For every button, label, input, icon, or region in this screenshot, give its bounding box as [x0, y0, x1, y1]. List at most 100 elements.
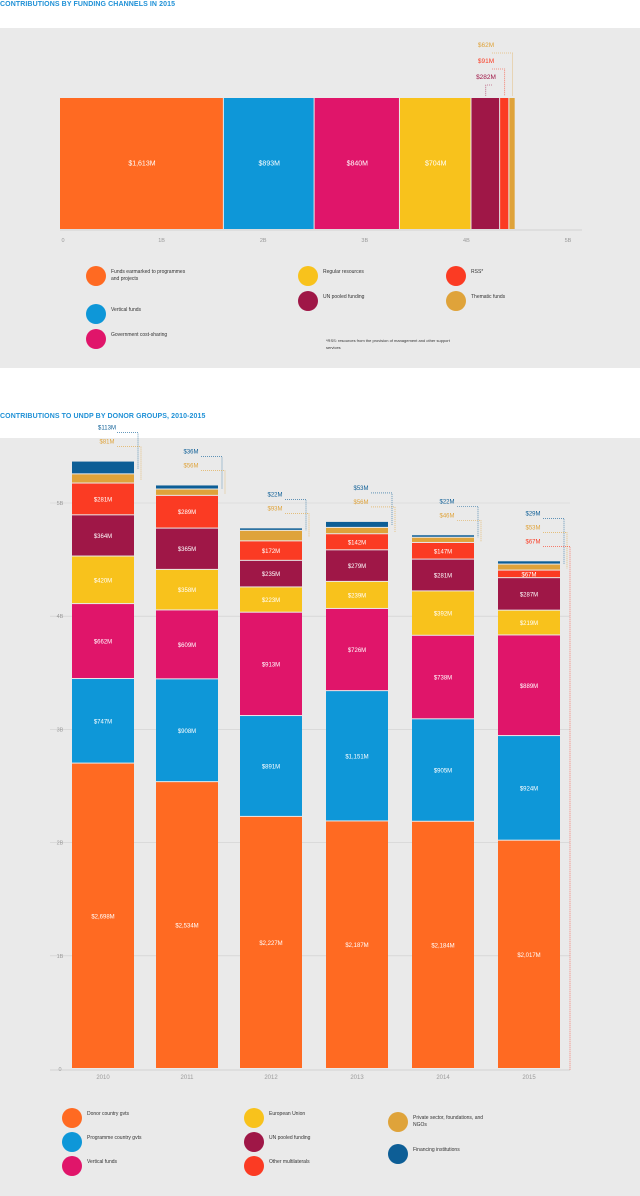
leader-line [201, 456, 223, 489]
legend-label: European Union [269, 1111, 306, 1117]
legend-label: Funds earmarked to programmes and projec… [111, 269, 186, 282]
segment-label: $53M [525, 525, 540, 531]
bar-segment [156, 528, 218, 569]
segment-label: $67M [521, 573, 536, 579]
x-tick-label: 2011 [181, 1075, 195, 1081]
legend-swatch [298, 291, 318, 311]
leader-line [457, 505, 479, 538]
segment-label: $364M [94, 534, 112, 540]
segment-label: $81M [99, 440, 114, 446]
segment-label: $46M [439, 513, 454, 519]
x-tick-label: 0 [61, 238, 64, 244]
bar-segment [498, 564, 560, 570]
x-tick-label: 2012 [264, 1075, 278, 1081]
x-tick-label: 2015 [522, 1075, 536, 1081]
bar-segment [240, 528, 302, 530]
section1-title: CONTRIBUTIONS BY FUNDING CHANNELS IN 201… [0, 1, 176, 8]
legend-label: UN pooled funding [323, 294, 365, 300]
segment-label: $287M [520, 592, 538, 598]
segment-label: $913M [262, 662, 280, 668]
legend-swatch [86, 304, 106, 324]
segment-label: $56M [183, 463, 198, 469]
bar-segment [412, 537, 474, 542]
legend-label: Thematic funds [471, 294, 506, 300]
bar-segment [326, 534, 388, 550]
segment-label: $924M [520, 786, 538, 792]
segment-label: $662M [94, 640, 112, 646]
bar-segment [412, 821, 474, 1068]
legend-swatch [244, 1132, 264, 1152]
segment-label: $282M [476, 74, 496, 81]
segment-label: $2,534M [175, 924, 198, 930]
bar-segment [326, 691, 388, 821]
legend-item: Financing institutions [388, 1144, 493, 1164]
y-tick-label: 4B [57, 614, 64, 620]
bar-segment [156, 489, 218, 495]
legend-swatch [446, 266, 466, 286]
segment-label: $358M [178, 588, 196, 594]
legend-item: Vertical funds [62, 1156, 167, 1176]
segment-label: $53M [353, 486, 368, 492]
bar-segment [72, 679, 134, 763]
legend-item: Private sector, foundations, and NGOs [388, 1112, 493, 1132]
legend-swatch [388, 1112, 408, 1132]
segment-label: $609M [178, 643, 196, 649]
segment-label: $67M [525, 539, 540, 545]
legend-item: Funds earmarked to programmes and projec… [86, 266, 191, 286]
segment-label: $22M [439, 499, 454, 505]
x-tick-label: 1B [158, 238, 165, 244]
legend-label: UN pooled funding [269, 1135, 311, 1141]
leader-line [371, 506, 396, 533]
legend-item: UN pooled funding [298, 291, 403, 311]
legend-item: RSS* [446, 266, 551, 286]
x-tick-label: 5B [565, 238, 572, 244]
legend-item: Vertical funds [86, 304, 191, 324]
leader-line [117, 446, 142, 480]
segment-label: $113M [98, 426, 116, 432]
bar-segment [240, 716, 302, 816]
x-tick-label: 2010 [96, 1075, 110, 1081]
segment-label: $840M [347, 161, 369, 168]
bar-segment [498, 578, 560, 610]
segment-label: $36M [183, 449, 198, 455]
bar-segment [498, 570, 560, 578]
legend-label: Donor country gvts [87, 1111, 129, 1117]
leader-line [543, 517, 565, 564]
segment-label: $279M [348, 564, 366, 570]
bar-segment [412, 591, 474, 635]
bar-segment [326, 581, 388, 608]
segment-label: $420M [94, 578, 112, 584]
legend-item: European Union [244, 1108, 349, 1128]
legend-label: RSS* [471, 269, 484, 275]
leader-line [201, 470, 226, 494]
segment-label: $889M [520, 684, 538, 690]
bar-segment [326, 550, 388, 581]
bar-segment [500, 98, 509, 229]
y-tick-label: 1B [57, 954, 64, 960]
x-tick-label: 2014 [436, 1075, 450, 1081]
legend-item: Other multilaterals [244, 1156, 349, 1176]
segment-label: $1,613M [128, 161, 155, 168]
legend-swatch [62, 1156, 82, 1176]
bar-segment [60, 98, 223, 229]
legend-item: Regular resources [298, 266, 403, 286]
segment-label: $2,187M [345, 943, 368, 949]
segment-label: $29M [525, 511, 540, 517]
legend-item: Government cost-sharing [86, 329, 191, 349]
x-tick-label: 4B [463, 238, 470, 244]
bar-segment [72, 763, 134, 1068]
bar-segment [498, 736, 560, 840]
segment-label: $172M [262, 549, 280, 555]
bar-segment [72, 483, 134, 515]
x-tick-label: 2013 [350, 1075, 364, 1081]
legend-swatch [298, 266, 318, 286]
segment-label: $56M [353, 500, 368, 506]
legend-item: UN pooled funding [244, 1132, 349, 1152]
legend-swatch [86, 266, 106, 286]
legend-label: Vertical funds [87, 1159, 118, 1165]
legend-label: Other multilaterals [269, 1159, 310, 1165]
bar-segment [412, 535, 474, 537]
leader-line [285, 513, 310, 538]
segment-label: $908M [178, 729, 196, 735]
